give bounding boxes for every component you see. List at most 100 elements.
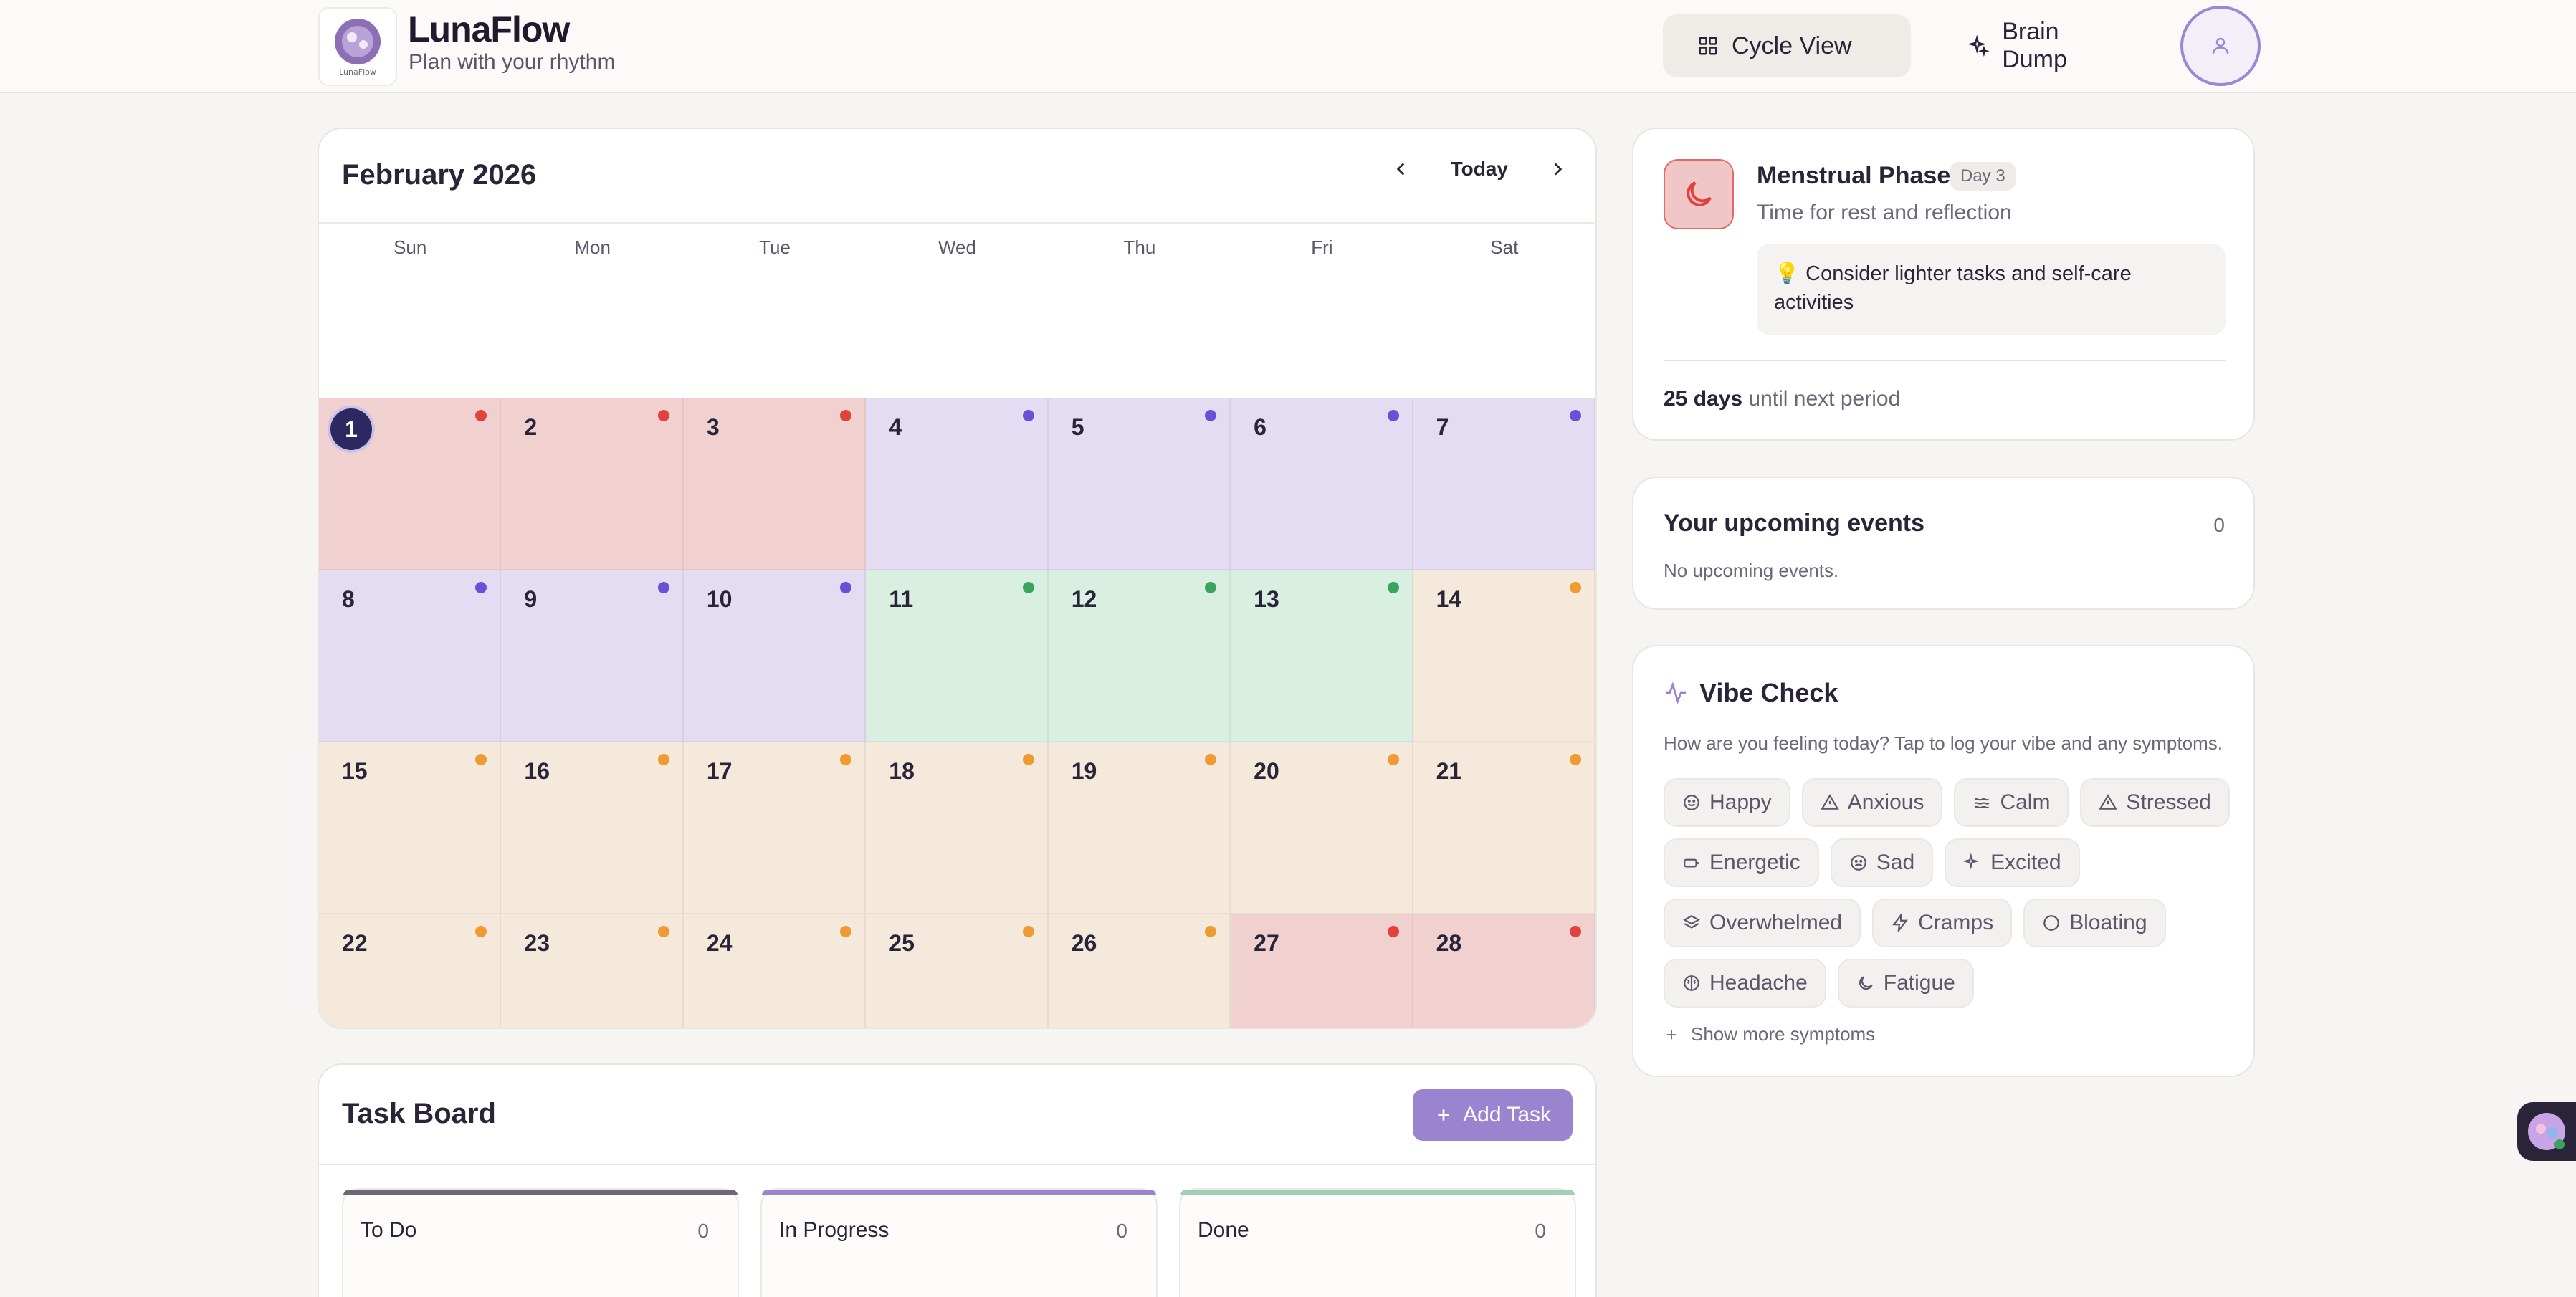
calendar-day[interactable]: 19 xyxy=(1048,742,1231,914)
phase-card: Menstrual Phase Day 3 Time for rest and … xyxy=(1632,128,2255,441)
phase-icon-box xyxy=(1664,159,1734,229)
vibe-chip-excited[interactable]: Excited xyxy=(1945,838,2080,887)
phase-subtitle: Time for rest and reflection xyxy=(1757,201,2012,224)
phase-dot xyxy=(840,410,852,421)
chevron-left-icon[interactable] xyxy=(1392,160,1411,178)
column-count: 0 xyxy=(1535,1220,1546,1242)
vibe-title-label: Vibe Check xyxy=(1699,678,1838,707)
vibe-chip-overwhelmed[interactable]: Overwhelmed xyxy=(1664,899,1861,947)
user-icon xyxy=(2212,37,2229,54)
vibe-chip-fatigue[interactable]: Fatigue xyxy=(1837,959,1974,1008)
vibe-chip-headache[interactable]: Headache xyxy=(1664,959,1826,1008)
phase-dot xyxy=(1387,582,1399,593)
task-column: To Do 0 xyxy=(342,1188,739,1297)
vibe-chip-calm[interactable]: Calm xyxy=(1954,778,2069,827)
column-label: In Progress xyxy=(779,1218,889,1242)
add-task-label: Add Task xyxy=(1463,1103,1551,1126)
date-number: 18 xyxy=(889,758,915,784)
calendar-day[interactable]: 17 xyxy=(683,742,867,914)
profile-button[interactable] xyxy=(2180,6,2261,86)
calendar-day[interactable]: 9 xyxy=(501,570,684,742)
calendar-day[interactable]: 24 xyxy=(683,914,867,1028)
calendar-day[interactable]: 5 xyxy=(1048,398,1231,570)
vibe-chip-happy[interactable]: Happy xyxy=(1664,778,1790,827)
date-number: 8 xyxy=(342,586,355,612)
calendar-day[interactable]: 16 xyxy=(501,742,684,914)
calendar-day[interactable]: 7 xyxy=(1413,398,1595,570)
calendar-day[interactable]: 28 xyxy=(1413,914,1595,1028)
phase-dot xyxy=(1570,582,1581,593)
vibe-chip-label: Excited xyxy=(1990,851,2061,874)
calendar-day[interactable]: 3 xyxy=(683,398,867,570)
calendar-day[interactable]: 10 xyxy=(683,570,867,742)
phase-dot xyxy=(1022,754,1034,765)
calendar-day[interactable]: 6 xyxy=(1231,398,1413,570)
waves-icon xyxy=(1975,798,1990,809)
calendar-day[interactable]: 26 xyxy=(1048,914,1231,1028)
plus-icon xyxy=(1438,1109,1449,1121)
date-number: 21 xyxy=(1436,758,1462,784)
add-task-button[interactable]: Add Task xyxy=(1413,1089,1573,1141)
vibe-chip-bloating[interactable]: Bloating xyxy=(2023,899,2166,947)
calendar-day[interactable]: 25 xyxy=(866,914,1049,1028)
warning-icon xyxy=(2099,794,2118,810)
column-count: 0 xyxy=(697,1220,709,1242)
calendar-day[interactable]: 15 xyxy=(319,742,502,914)
vibe-chip-anxious[interactable]: Anxious xyxy=(1801,778,1943,827)
calendar-day[interactable]: 23 xyxy=(501,914,684,1028)
show-more-symptoms[interactable]: Show more symptoms xyxy=(1664,1023,1875,1045)
column-accent xyxy=(1180,1190,1575,1195)
phase-dot xyxy=(1205,926,1217,937)
chevron-right-icon[interactable] xyxy=(1548,160,1567,178)
calendar-day[interactable]: 4 xyxy=(866,398,1049,570)
vibe-chip-energetic[interactable]: Energetic xyxy=(1664,838,1819,887)
date-number: 6 xyxy=(1254,414,1266,440)
calendar-day[interactable]: 11 xyxy=(866,570,1049,742)
task-board-title: Task Board xyxy=(342,1098,496,1129)
weekday-header: Sun Mon Tue Wed Thu Fri Sat xyxy=(319,222,1595,272)
calendar-day[interactable]: 21 xyxy=(1413,742,1595,914)
date-number: 22 xyxy=(342,930,368,956)
next-period-countdown: 25 days until next period xyxy=(1664,387,1900,411)
date-number: 16 xyxy=(524,758,550,784)
date-number: 24 xyxy=(706,930,733,956)
vibe-chip-label: Bloating xyxy=(2069,911,2147,934)
phase-dot xyxy=(1387,754,1399,765)
vibe-chip-stressed[interactable]: Stressed xyxy=(2080,778,2230,827)
calendar-day[interactable]: 13 xyxy=(1231,570,1413,742)
date-number: 23 xyxy=(524,930,550,956)
date-number: 4 xyxy=(889,414,902,440)
calendar-day[interactable]: 2 xyxy=(501,398,684,570)
calendar-day[interactable]: 1 xyxy=(319,398,502,570)
sparkle-icon xyxy=(1963,853,1980,870)
phase-day-badge: Day 3 xyxy=(1950,162,2016,191)
frown-icon xyxy=(1850,855,1866,871)
nav-brain-dump[interactable]: Brain Dump xyxy=(1934,14,2162,77)
phase-dot xyxy=(840,926,852,937)
app-logo[interactable]: LunaFlow xyxy=(318,7,397,86)
calendar-day[interactable]: 14 xyxy=(1413,570,1595,742)
calendar-day[interactable]: 27 xyxy=(1231,914,1413,1028)
date-number: 15 xyxy=(342,758,368,784)
assistant-avatar-button[interactable] xyxy=(2517,1102,2576,1161)
calendar-day[interactable]: 18 xyxy=(866,742,1049,914)
vibe-chip-sad[interactable]: Sad xyxy=(1830,838,1934,887)
weekday-label: Wed xyxy=(938,236,976,258)
phase-dot xyxy=(475,582,487,593)
calendar-day[interactable]: 12 xyxy=(1048,570,1231,742)
phase-dot xyxy=(840,582,852,593)
today-button[interactable]: Today xyxy=(1450,158,1508,180)
date-number: 7 xyxy=(1436,414,1449,440)
calendar-day[interactable]: 20 xyxy=(1231,742,1413,914)
calendar-day[interactable]: 8 xyxy=(319,570,502,742)
calendar-day[interactable]: 22 xyxy=(319,914,502,1028)
logo-text: LunaFlow xyxy=(339,67,376,77)
date-number: 27 xyxy=(1254,930,1279,956)
date-number: 5 xyxy=(1071,414,1084,440)
vibe-chip-cramps[interactable]: Cramps xyxy=(1872,899,2013,947)
weekday-label: Fri xyxy=(1311,236,1333,258)
weekday-label: Tue xyxy=(759,236,791,258)
events-empty-text: No upcoming events. xyxy=(1664,560,1839,581)
nav-cycle-view[interactable]: Cycle View xyxy=(1663,14,1911,77)
phase-dot xyxy=(475,926,487,937)
